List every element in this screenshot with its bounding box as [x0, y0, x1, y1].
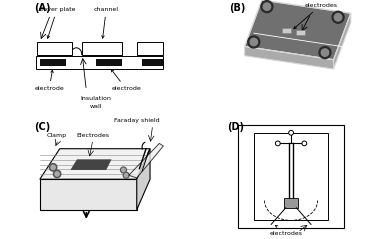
Polygon shape: [137, 149, 150, 210]
Circle shape: [124, 174, 128, 177]
Circle shape: [49, 163, 57, 171]
Polygon shape: [334, 13, 351, 69]
Text: channel: channel: [94, 7, 119, 38]
Text: Faraday shield: Faraday shield: [114, 118, 159, 123]
Circle shape: [121, 167, 126, 173]
Circle shape: [289, 130, 293, 135]
Polygon shape: [245, 46, 334, 69]
Text: Cover plate: Cover plate: [39, 7, 75, 38]
Text: wall: wall: [89, 103, 102, 109]
Text: electrodes: electrodes: [294, 3, 337, 29]
Polygon shape: [245, 0, 351, 60]
Circle shape: [321, 49, 329, 56]
Bar: [238, 125, 344, 228]
Bar: [254, 133, 328, 220]
Circle shape: [250, 38, 257, 46]
Circle shape: [319, 47, 331, 59]
Circle shape: [55, 172, 59, 176]
Circle shape: [275, 141, 280, 146]
Circle shape: [123, 172, 129, 178]
Circle shape: [334, 14, 342, 21]
Bar: [282, 28, 291, 33]
Bar: [37, 42, 72, 55]
Bar: [82, 42, 122, 55]
Circle shape: [122, 168, 125, 172]
Bar: [36, 56, 163, 69]
Circle shape: [51, 165, 55, 169]
Circle shape: [263, 3, 271, 10]
Polygon shape: [40, 179, 137, 210]
Polygon shape: [129, 143, 163, 178]
Text: Insulation: Insulation: [80, 96, 111, 101]
Bar: [284, 198, 298, 208]
Circle shape: [332, 11, 344, 23]
Bar: [40, 59, 66, 66]
Text: (C): (C): [34, 122, 51, 132]
Text: electrode: electrode: [34, 70, 64, 91]
Text: Clamp: Clamp: [47, 133, 67, 138]
Bar: [296, 30, 305, 35]
Text: (B): (B): [229, 3, 245, 13]
Polygon shape: [70, 159, 111, 170]
Text: Electrodes: Electrodes: [77, 133, 110, 138]
Bar: [137, 42, 163, 55]
Bar: [96, 59, 122, 66]
Text: electrodes: electrodes: [269, 225, 302, 236]
Polygon shape: [40, 149, 150, 179]
Bar: [142, 59, 163, 66]
Circle shape: [261, 1, 273, 13]
Circle shape: [302, 141, 307, 146]
Circle shape: [248, 36, 260, 48]
Circle shape: [53, 170, 61, 178]
Text: (A): (A): [34, 3, 51, 13]
Text: (D): (D): [228, 122, 244, 132]
Text: electrode: electrode: [111, 69, 141, 91]
